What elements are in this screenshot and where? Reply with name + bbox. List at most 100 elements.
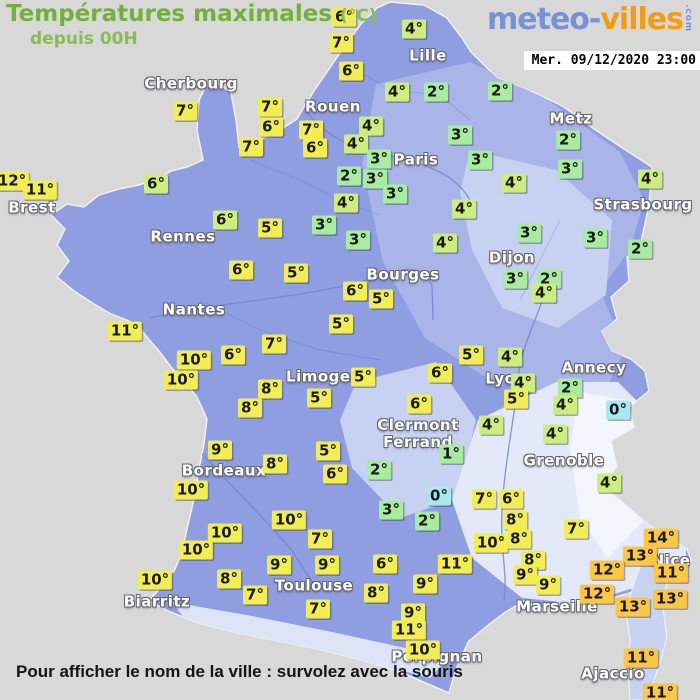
temp-label[interactable]: 4°: [543, 424, 567, 444]
temp-label[interactable]: 7°: [329, 33, 353, 53]
temp-label[interactable]: 6°: [221, 345, 245, 365]
temp-label[interactable]: 10°: [163, 370, 199, 390]
temp-label[interactable]: 2°: [556, 130, 580, 150]
temp-label[interactable]: 7°: [262, 334, 286, 354]
temp-label[interactable]: 11°: [623, 648, 659, 668]
temp-label[interactable]: 3°: [468, 150, 492, 170]
temp-label[interactable]: 11°: [107, 321, 143, 341]
temp-label[interactable]: 10°: [176, 350, 212, 370]
temp-label[interactable]: 4°: [502, 173, 526, 193]
temp-label[interactable]: 11°: [22, 180, 58, 200]
temp-label[interactable]: 10°: [405, 640, 441, 660]
temp-label[interactable]: 3°: [346, 230, 370, 250]
temp-label[interactable]: 2°: [488, 81, 512, 101]
temp-label[interactable]: 8°: [258, 379, 282, 399]
temp-label[interactable]: 6°: [332, 7, 356, 27]
temp-label[interactable]: 10°: [207, 523, 243, 543]
temp-label[interactable]: 4°: [334, 193, 358, 213]
temp-label[interactable]: 3°: [379, 500, 403, 520]
temp-label[interactable]: 5°: [329, 314, 353, 334]
temp-label[interactable]: 5°: [307, 388, 331, 408]
temp-label[interactable]: 6°: [499, 489, 523, 509]
temp-label[interactable]: 7°: [243, 585, 267, 605]
temp-label[interactable]: 7°: [258, 97, 282, 117]
temp-label[interactable]: 5°: [258, 218, 282, 238]
temp-label[interactable]: 12°: [0, 171, 30, 191]
temp-label[interactable]: 8°: [238, 398, 262, 418]
temp-label[interactable]: 8°: [217, 569, 241, 589]
temp-label[interactable]: 8°: [521, 550, 545, 570]
temp-label[interactable]: 3°: [448, 125, 472, 145]
temp-label[interactable]: 3°: [558, 159, 582, 179]
temp-label[interactable]: 5°: [369, 289, 393, 309]
temp-label[interactable]: 5°: [316, 441, 340, 461]
temp-label[interactable]: 9°: [413, 574, 437, 594]
temp-label[interactable]: 10°: [137, 570, 173, 590]
temp-label[interactable]: 9°: [208, 440, 232, 460]
temp-label[interactable]: 4°: [532, 283, 556, 303]
temp-label[interactable]: 11°: [642, 683, 678, 700]
temp-label[interactable]: 7°: [564, 519, 588, 539]
temp-label[interactable]: 4°: [344, 134, 368, 154]
temp-label[interactable]: 8°: [263, 454, 287, 474]
temp-label[interactable]: 3°: [367, 149, 391, 169]
temp-label[interactable]: 4°: [498, 347, 522, 367]
temp-label[interactable]: 6°: [407, 394, 431, 414]
temp-label[interactable]: 2°: [415, 511, 439, 531]
temp-label[interactable]: 10°: [178, 540, 214, 560]
temp-label[interactable]: 10°: [473, 533, 509, 553]
temp-label[interactable]: 6°: [303, 138, 327, 158]
temp-label[interactable]: 7°: [472, 489, 496, 509]
temp-label[interactable]: 6°: [229, 260, 253, 280]
temp-label[interactable]: 7°: [308, 529, 332, 549]
temp-label[interactable]: 11°: [653, 563, 689, 583]
temp-label[interactable]: 11°: [391, 620, 427, 640]
temp-label[interactable]: 4°: [638, 169, 662, 189]
temp-label[interactable]: 3°: [363, 169, 387, 189]
temp-label[interactable]: 5°: [504, 389, 528, 409]
temp-label[interactable]: 9°: [267, 555, 291, 575]
temp-label[interactable]: 13°: [652, 589, 688, 609]
temp-label[interactable]: 14°: [643, 528, 679, 548]
temp-label[interactable]: 6°: [259, 117, 283, 137]
temp-label[interactable]: 10°: [271, 510, 307, 530]
temp-label[interactable]: 12°: [589, 560, 625, 580]
temp-label[interactable]: 6°: [144, 174, 168, 194]
temp-label[interactable]: 2°: [628, 239, 652, 259]
temp-label[interactable]: 9°: [315, 555, 339, 575]
temp-label[interactable]: 2°: [337, 166, 361, 186]
temp-label[interactable]: 11°: [437, 554, 473, 574]
temp-label[interactable]: 13°: [622, 546, 658, 566]
temp-label[interactable]: 9°: [536, 575, 560, 595]
temp-label[interactable]: 7°: [173, 101, 197, 121]
temp-label[interactable]: 13°: [615, 597, 651, 617]
temp-label[interactable]: 4°: [452, 199, 476, 219]
temp-label[interactable]: 6°: [428, 363, 452, 383]
temp-label[interactable]: 10°: [173, 480, 209, 500]
temp-label[interactable]: 6°: [343, 281, 367, 301]
temp-label[interactable]: 2°: [424, 82, 448, 102]
temp-label[interactable]: 2°: [558, 378, 582, 398]
temp-label[interactable]: 4°: [511, 373, 535, 393]
meteo-villes-logo[interactable]: meteo-villes.com: [487, 2, 693, 37]
temp-label[interactable]: 4°: [553, 395, 577, 415]
temp-label[interactable]: 1°: [439, 444, 463, 464]
temp-label[interactable]: 4°: [479, 415, 503, 435]
temp-label[interactable]: 7°: [306, 599, 330, 619]
temp-label[interactable]: 4°: [597, 473, 621, 493]
temp-label[interactable]: 5°: [459, 345, 483, 365]
temp-label[interactable]: 3°: [583, 228, 607, 248]
temp-label[interactable]: 3°: [517, 223, 541, 243]
temp-label[interactable]: 5°: [351, 367, 375, 387]
temp-label[interactable]: 8°: [364, 583, 388, 603]
temp-label[interactable]: 8°: [507, 529, 531, 549]
temp-label[interactable]: 3°: [312, 215, 336, 235]
temp-label[interactable]: 4°: [402, 19, 426, 39]
temp-label[interactable]: 7°: [299, 120, 323, 140]
temp-label[interactable]: 2°: [367, 460, 391, 480]
temp-label[interactable]: 4°: [385, 82, 409, 102]
temp-label[interactable]: 12°: [579, 584, 615, 604]
temp-label[interactable]: 6°: [323, 464, 347, 484]
temp-label[interactable]: 8°: [503, 510, 527, 530]
temp-label[interactable]: 9°: [513, 565, 537, 585]
